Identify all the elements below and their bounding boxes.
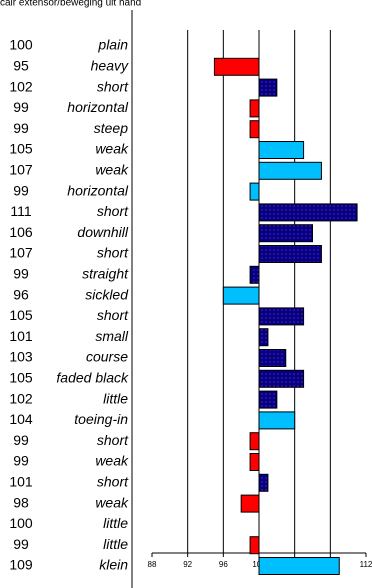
value-label: 103 [9,349,33,365]
value-label: 98 [13,494,29,510]
chart-title: cair extensor/beweging uit hand [0,0,141,9]
value-label: 99 [13,120,29,136]
bar [258,78,278,97]
bar [258,349,287,367]
value-label: 111 [10,203,31,219]
category-label: heavy [91,58,129,74]
value-label: 102 [9,390,33,406]
value-label: 102 [9,78,33,94]
bar [258,307,305,326]
category-label: short [97,432,129,448]
category-label: weak [95,162,129,178]
category-label: little [103,515,128,531]
bar [249,453,260,471]
bar [240,494,260,513]
value-label: 101 [9,328,33,344]
value-label: 105 [9,141,33,157]
bar [249,536,260,555]
category-label: steep [94,120,128,136]
category-label: plain [97,37,128,53]
category-label: weak [95,453,129,469]
bar [258,203,358,222]
category-label: straight [82,266,129,282]
bar [249,182,260,201]
value-label: 100 [9,37,33,53]
value-label: 109 [9,557,33,573]
value-label: 99 [13,99,29,115]
value-label: 105 [9,370,33,386]
bar [258,245,322,263]
category-label: short [97,307,129,323]
bar [258,224,313,243]
value-label: 100 [9,515,33,531]
category-label: horizontal [67,99,129,115]
value-label: 99 [13,536,29,552]
category-label: downhill [77,224,128,240]
value-label: 104 [9,411,33,427]
bar [258,328,269,347]
bar [258,473,269,492]
value-label: 107 [9,245,33,261]
x-tick-label: 88 [148,560,157,569]
value-label: 99 [13,266,29,282]
category-label: toeing-in [74,411,128,427]
category-label: short [97,245,129,261]
value-label: 101 [9,474,33,490]
bar [249,432,260,451]
category-label: course [86,349,128,365]
bar [258,369,305,388]
x-tick-label: 96 [219,560,228,569]
category-label: short [97,474,129,490]
bar [249,99,260,118]
value-label: 99 [13,453,29,469]
bar [249,265,260,284]
bar [258,390,278,409]
category-label: little [103,390,128,406]
bar [249,120,260,139]
value-label: 95 [13,58,29,74]
category-label: faded black [56,370,129,386]
value-label: 107 [9,162,33,178]
category-label: sickled [85,286,129,302]
x-tick-label: 92 [183,560,192,569]
category-label: short [97,78,129,94]
category-label: klein [99,557,128,573]
category-label: horizontal [67,182,129,198]
bar [258,141,305,159]
category-label: weak [95,494,129,510]
category-label: weak [95,141,129,157]
bar [222,286,260,305]
value-label: 99 [13,432,29,448]
value-label: 96 [13,286,29,302]
bar [258,557,340,575]
value-label: 105 [9,307,33,323]
category-label: short [97,203,129,219]
bar [258,411,296,430]
category-label: small [95,328,129,344]
value-label: 106 [9,224,33,240]
category-label: little [103,536,128,552]
bar [258,161,322,180]
bar [213,57,260,76]
value-label: 99 [13,182,29,198]
x-tick-label: 112 [360,560,372,569]
